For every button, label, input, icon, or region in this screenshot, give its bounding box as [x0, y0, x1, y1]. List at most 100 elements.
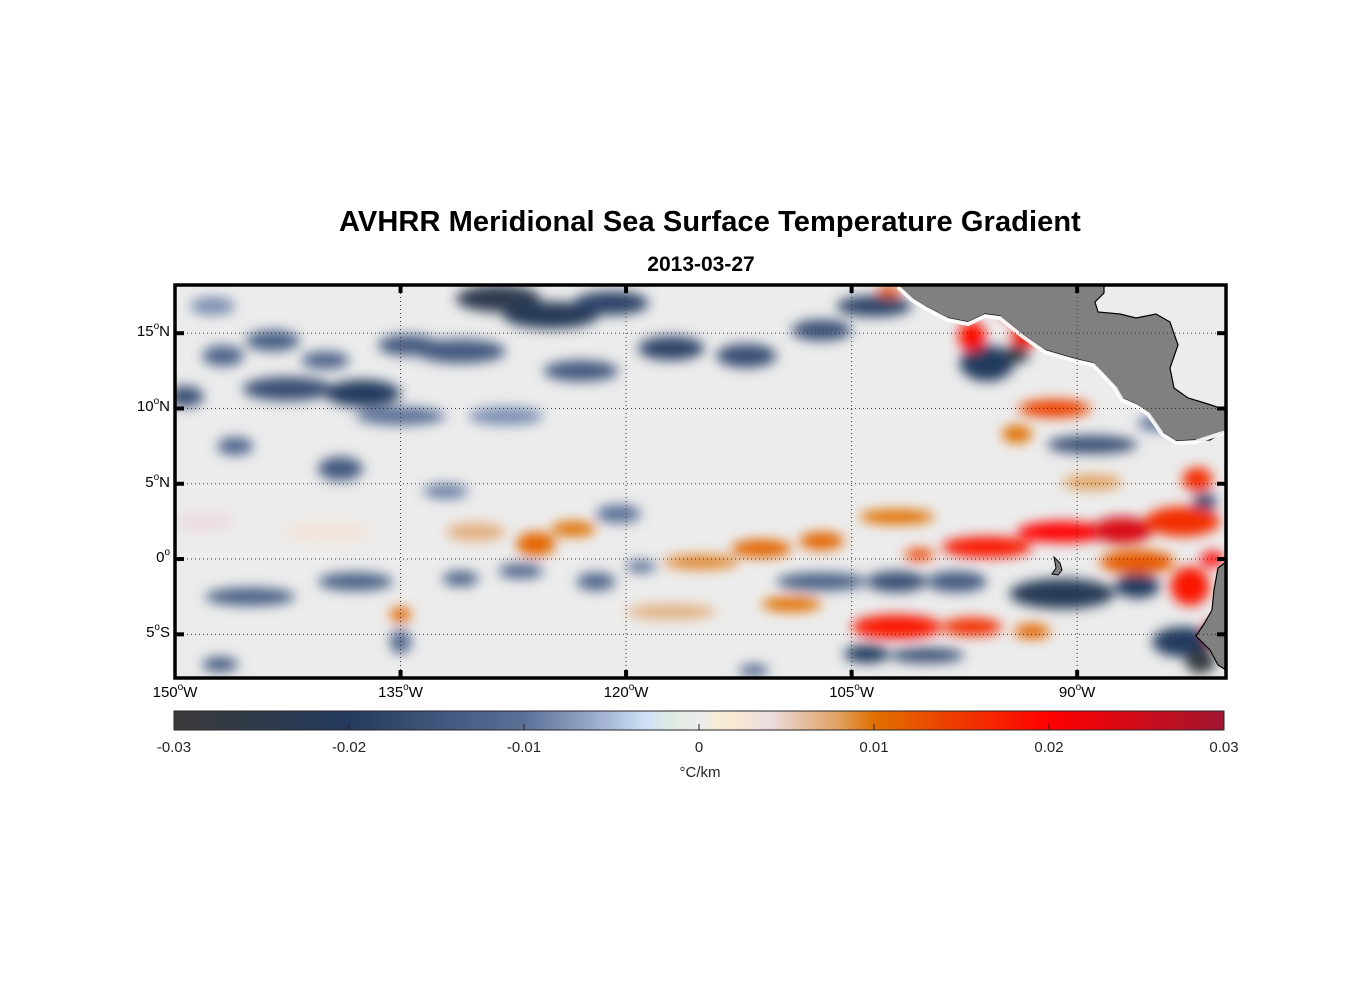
positive-gradient-feature: [1013, 623, 1051, 639]
degree-symbol: o: [154, 622, 160, 634]
y-axis-tick-label: 10oN: [110, 396, 170, 416]
colorbar-tick-label: -0.01: [506, 739, 542, 756]
negative-gradient-feature: [638, 336, 705, 361]
coast-halo: [896, 285, 1226, 446]
degree-symbol: o: [153, 471, 160, 483]
negative-gradient-feature: [776, 572, 867, 591]
map-frame: [173, 283, 1228, 680]
negative-gradient-feature: [926, 571, 987, 593]
negative-gradient-feature: [959, 345, 1014, 382]
positive-gradient-feature: [663, 554, 739, 570]
positive-gradient-feature: [390, 607, 412, 623]
positive-gradient-feature: [761, 596, 822, 612]
positive-gradient-feature: [941, 617, 1002, 636]
positive-gradient-feature: [1099, 550, 1175, 575]
positive-gradient-feature: [1018, 399, 1091, 418]
positive-gradient-feature: [798, 531, 845, 551]
x-axis-tick-label: 105oW: [812, 683, 892, 702]
tick-number: 105: [829, 684, 855, 701]
land-south-america: [1195, 561, 1226, 671]
graticule: [175, 285, 1226, 678]
y-axis-tick-label: 0o: [110, 548, 170, 567]
negative-gradient-feature: [325, 379, 401, 407]
negative-gradient-feature: [498, 563, 544, 579]
tick-number: 10: [136, 398, 154, 416]
negative-gradient-feature: [175, 385, 204, 407]
negative-gradient-feature: [502, 301, 600, 329]
negative-gradient-feature: [1192, 492, 1217, 511]
x-axis-tick-label: 120oW: [586, 682, 666, 702]
tick-number: 135: [378, 684, 404, 701]
negative-gradient-feature: [423, 483, 469, 499]
hemisphere-letter: N: [159, 398, 170, 416]
positive-gradient-feature: [280, 521, 371, 543]
negative-gradient-feature: [242, 376, 333, 401]
tick-number: 15: [136, 323, 154, 341]
positive-gradient-feature: [958, 321, 986, 352]
tick-number: 150: [152, 684, 178, 701]
negative-gradient-feature: [217, 437, 254, 456]
colorbar-label: °C/km: [679, 764, 721, 781]
land-galapagos: [1051, 555, 1063, 576]
axis-ticks: [175, 285, 1226, 678]
x-axis-tick-label: 150oW: [135, 682, 215, 702]
negative-gradient-feature: [543, 360, 619, 382]
x-axis-tick-label: 90oW: [1037, 683, 1117, 702]
hemisphere-letter: W: [1081, 684, 1096, 701]
negative-gradient-feature: [355, 406, 446, 426]
x-axis-tick-label: 135oW: [361, 683, 441, 702]
negative-gradient-feature: [596, 504, 642, 523]
positive-gradient-feature: [904, 548, 935, 561]
land-mask: [896, 285, 1226, 671]
y-axis-tick-label: 15oN: [110, 322, 170, 341]
negative-gradient-feature: [716, 343, 777, 368]
negative-gradient-feature: [626, 560, 657, 573]
chart-title: AVHRR Meridional Sea Surface Temperature…: [339, 206, 1081, 238]
negative-gradient-feature: [317, 572, 394, 591]
positive-gradient-feature: [1182, 467, 1213, 492]
negative-gradient-feature: [317, 456, 363, 481]
tick-number: 0: [156, 549, 165, 567]
tick-number: 5: [145, 473, 154, 491]
negative-gradient-feature: [301, 351, 350, 370]
negative-gradient-feature: [1047, 435, 1138, 454]
negative-gradient-feature: [202, 345, 245, 367]
positive-gradient-feature: [626, 604, 717, 620]
negative-gradient-feature: [1185, 649, 1216, 674]
degree-symbol: o: [153, 396, 160, 408]
y-axis-tick-label: 5oS: [110, 622, 170, 642]
tick-number: 5: [146, 624, 155, 642]
positive-gradient-feature: [1017, 521, 1108, 543]
tick-number: 90: [1058, 684, 1076, 701]
colorbar-tick-label: 0.03: [1209, 739, 1239, 756]
positive-gradient-feature: [1170, 566, 1210, 606]
positive-gradient-feature: [941, 536, 1033, 558]
hemisphere-letter: W: [183, 684, 198, 701]
negative-gradient-feature: [205, 587, 296, 606]
colorbar-ticks: [348, 724, 1050, 730]
hemisphere-letter: W: [408, 684, 423, 701]
negative-gradient-feature: [245, 330, 300, 352]
negative-gradient-feature: [202, 656, 239, 672]
negative-gradient-feature: [576, 572, 616, 591]
hemisphere-letter: W: [859, 684, 874, 701]
colorbar-tick-label: -0.02: [331, 739, 367, 756]
negative-gradient-feature: [738, 664, 769, 677]
negative-gradient-feature: [190, 297, 236, 316]
negative-gradient-feature: [866, 571, 927, 593]
negative-gradient-feature: [1004, 345, 1030, 364]
hemisphere-letter: N: [159, 323, 170, 341]
degree-symbol: o: [177, 682, 184, 693]
hemisphere-letter: W: [634, 684, 649, 701]
negative-gradient-feature: [415, 339, 506, 364]
negative-gradient-feature: [791, 319, 852, 341]
colorbar-tick-label: 0.02: [1034, 739, 1064, 756]
colorbar-tick-label: 0.01: [859, 739, 889, 756]
positive-gradient-feature: [175, 510, 236, 532]
tick-number: 120: [603, 684, 629, 701]
positive-gradient-feature: [550, 521, 597, 537]
colorbar-tick-label: 0: [694, 739, 704, 756]
positive-gradient-feature: [1062, 474, 1123, 490]
negative-gradient-feature: [889, 647, 965, 663]
degree-symbol: o: [628, 682, 635, 693]
